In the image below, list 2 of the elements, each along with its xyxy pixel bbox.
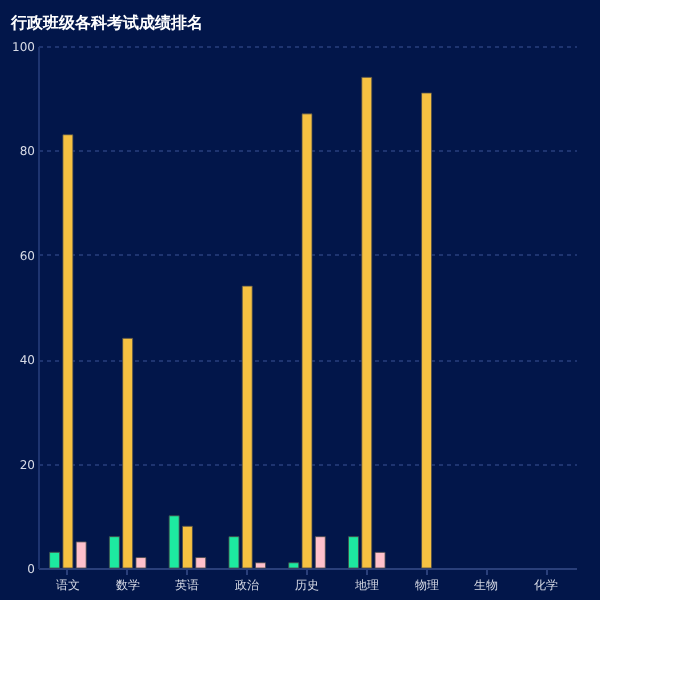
chart-title: 行政班级各科考试成绩排名 <box>9 14 204 32</box>
bar <box>421 92 432 569</box>
